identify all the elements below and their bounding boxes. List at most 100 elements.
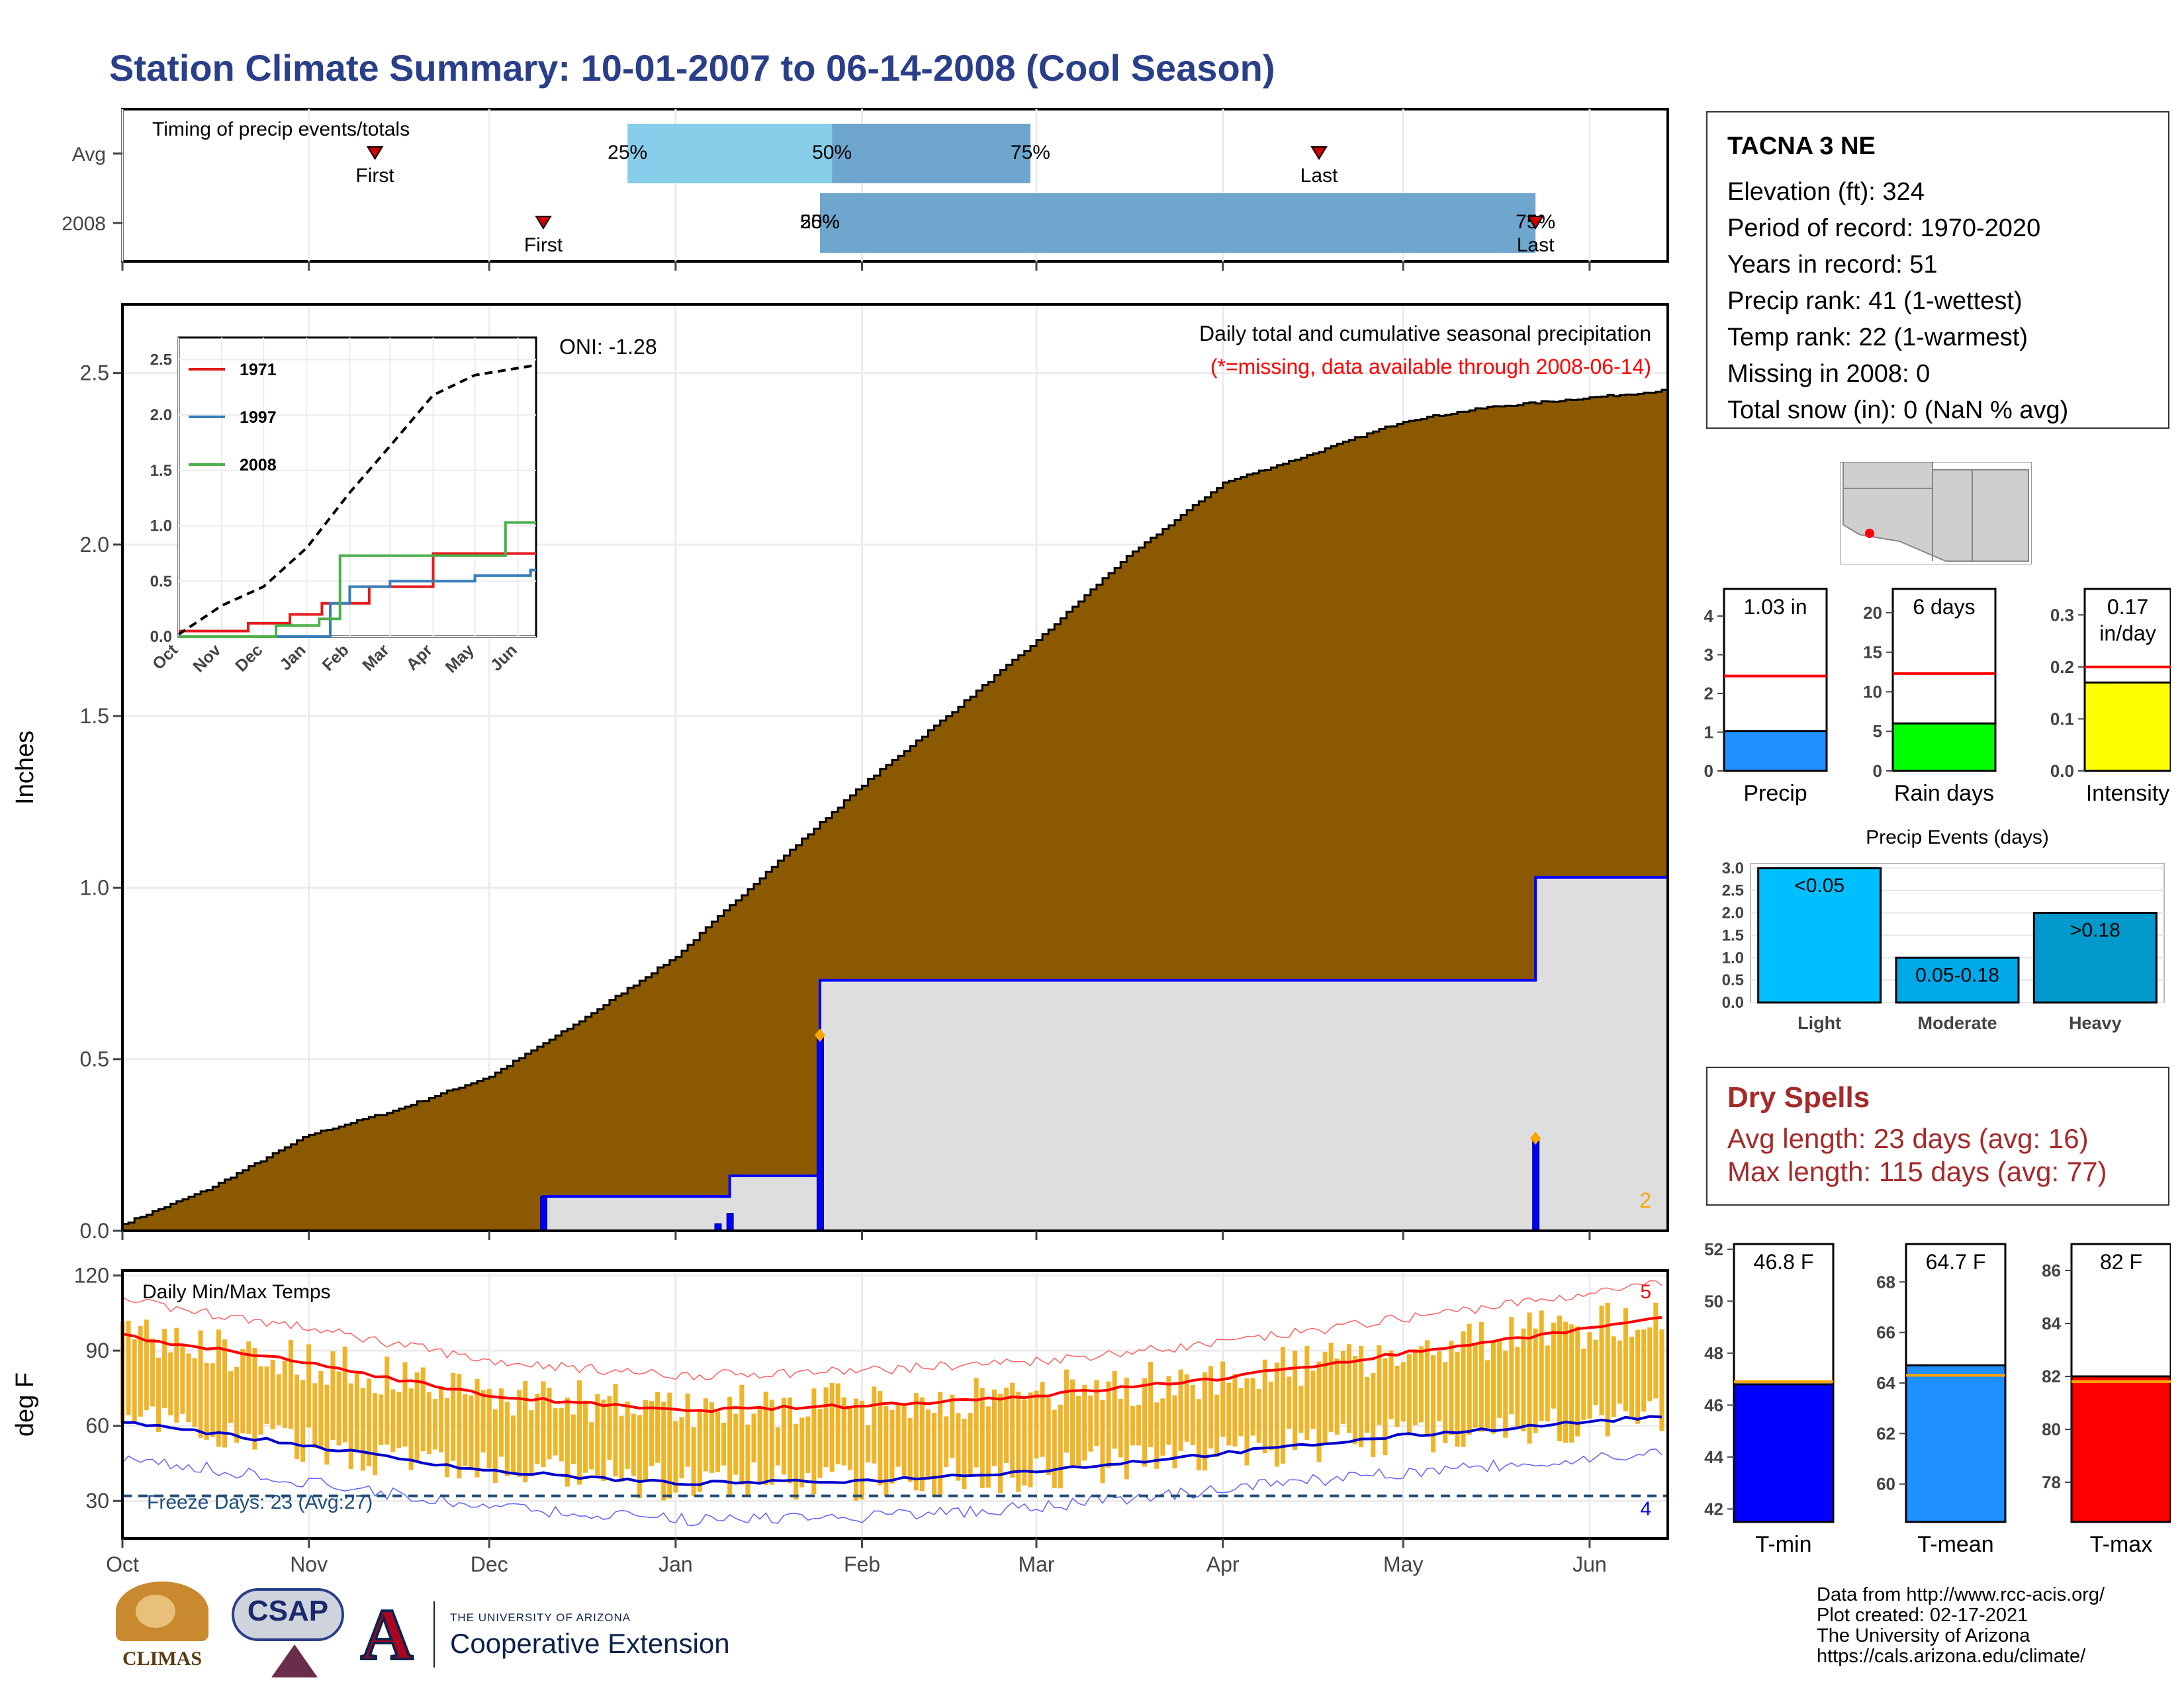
daily-temp-bar: [457, 1374, 462, 1479]
daily-temp-bar: [1515, 1347, 1520, 1427]
summary-tick-label: 82: [2042, 1366, 2061, 1386]
daily-temp-bar: [721, 1422, 727, 1466]
summary-value-label: 82 F: [2100, 1250, 2142, 1274]
summary-tick-label: 46: [1704, 1395, 1723, 1415]
daily-temp-bar: [866, 1425, 871, 1463]
first-marker: [535, 216, 552, 230]
summary-bar: [1723, 730, 1828, 772]
first-label: First: [524, 234, 563, 256]
daily-temp-bar: [324, 1384, 330, 1465]
daily-temp-bar: [1226, 1382, 1232, 1446]
daily-temp-bar: [192, 1358, 197, 1427]
inset-y-tick-label: 1.5: [150, 462, 172, 480]
daily-temp-bar: [1130, 1405, 1135, 1446]
daily-temp-bar: [385, 1357, 390, 1445]
daily-temp-bar: [1551, 1322, 1556, 1409]
daily-precip-bar: [726, 1213, 734, 1232]
precip-panel: 0.0 0.5 1.0 1.5 2.0 2.5 Inches Daily total and …: [11, 303, 1669, 1243]
summary-tick-label: 62: [1876, 1423, 1895, 1443]
daily-temp-bar: [138, 1325, 143, 1417]
daily-temp-bar: [733, 1413, 739, 1475]
month-label: Oct: [106, 1552, 139, 1576]
daily-temp-bar: [150, 1338, 155, 1407]
daily-temp-bar: [432, 1399, 437, 1450]
dry-spells-max: Max length: 115 days (avg: 77): [1727, 1156, 2107, 1187]
daily-temp-bar: [757, 1407, 762, 1482]
daily-temp-bar: [523, 1381, 528, 1483]
daily-temp-bar: [1371, 1373, 1376, 1457]
daily-temp-bar: [985, 1406, 991, 1488]
credit-line: Plot created: 02-17-2021: [1817, 1605, 2028, 1626]
daily-temp-bar: [1118, 1398, 1123, 1458]
daily-temp-bar: [1028, 1392, 1033, 1488]
daily-temp-bar: [805, 1416, 811, 1473]
summary-value-label: 46.8 F: [1754, 1250, 1814, 1274]
daily-temp-bar: [1232, 1374, 1238, 1447]
summary-tick-label: 78: [2042, 1472, 2061, 1492]
credits: Data from http://www.rcc-acis.org/ Plot …: [1817, 1585, 2105, 1667]
daily-temp-bar: [1533, 1328, 1538, 1433]
daily-temp-bar: [1359, 1346, 1364, 1448]
daily-temp-bar: [583, 1400, 588, 1473]
daily-temp-bar: [414, 1372, 420, 1461]
daily-temp-bar: [547, 1388, 552, 1460]
summary-value-label: 0.17: [2107, 595, 2148, 619]
daily-temp-bar: [258, 1366, 263, 1435]
month-label: Apr: [1206, 1552, 1240, 1576]
summary-tick-label: 44: [1704, 1447, 1723, 1467]
summary-tick-label: 0: [1704, 761, 1713, 781]
daily-temp-bar: [781, 1398, 786, 1475]
map-region: [1843, 462, 2029, 562]
timing-bar-25-50: [627, 124, 833, 183]
daily-temp-bar: [739, 1384, 745, 1485]
daily-temp-bar: [1461, 1331, 1466, 1447]
cloud-icon: [232, 1588, 344, 1641]
daily-temp-bar: [925, 1409, 931, 1480]
daily-temp-bar: [794, 1423, 799, 1500]
daily-temp-bar: [1425, 1340, 1430, 1436]
events-tick-label: 1.5: [1722, 926, 1744, 944]
daily-temp-bar: [745, 1424, 751, 1496]
daily-temp-bar: [1545, 1345, 1550, 1422]
daily-temp-bar: [950, 1394, 955, 1458]
month-axis: Oct Nov Dec Jan Feb Mar Apr May Jun: [106, 261, 1607, 1576]
daily-temp-bar: [1274, 1362, 1279, 1467]
daily-temp-bar: [354, 1372, 359, 1451]
daily-temp-bar: [1340, 1351, 1345, 1424]
daily-temp-bar: [1310, 1370, 1316, 1429]
summary-tick-label: 68: [1876, 1272, 1895, 1292]
daily-temp-bar: [1418, 1346, 1424, 1423]
daily-temp-bar: [1484, 1360, 1490, 1431]
daily-temp-bar: [907, 1417, 913, 1482]
daily-temp-bar: [1172, 1395, 1177, 1469]
csap-logo: CSAP: [232, 1588, 344, 1681]
ua-divider: [433, 1601, 435, 1668]
daily-temp-bar: [144, 1319, 149, 1411]
daily-temp-bar: [1262, 1359, 1267, 1454]
daily-temp-bar: [1046, 1398, 1051, 1475]
station-line: Years in record: 51: [1727, 251, 1938, 279]
daily-temp-bar: [1400, 1362, 1406, 1422]
daily-temp-bar: [1052, 1409, 1057, 1488]
daily-precip-bar: [816, 1034, 824, 1231]
daily-temp-bar: [991, 1389, 997, 1466]
daily-temp-bar: [667, 1392, 672, 1499]
daily-temp-bar: [1148, 1362, 1154, 1448]
daily-temp-bar: [1443, 1362, 1448, 1443]
daily-temp-bar: [1220, 1361, 1226, 1437]
daily-temp-bar: [679, 1417, 684, 1479]
daily-temp-bar: [799, 1417, 805, 1488]
daily-temp-bar: [270, 1359, 275, 1429]
daily-temp-bar: [1190, 1384, 1195, 1445]
timing-q25-label: 25%: [608, 142, 647, 163]
climas-logo: CLIMAS: [109, 1582, 215, 1681]
precip-y-tick-label: 2.0: [80, 533, 109, 557]
daily-temp-bar: [1202, 1372, 1207, 1471]
daily-temp-bar: [613, 1384, 618, 1477]
daily-temp-bar: [216, 1329, 221, 1447]
precip-count-label: 2: [1639, 1188, 1651, 1212]
daily-temp-bar: [878, 1391, 883, 1486]
daily-temp-bar: [553, 1408, 558, 1456]
daily-temp-bar: [1160, 1398, 1165, 1456]
